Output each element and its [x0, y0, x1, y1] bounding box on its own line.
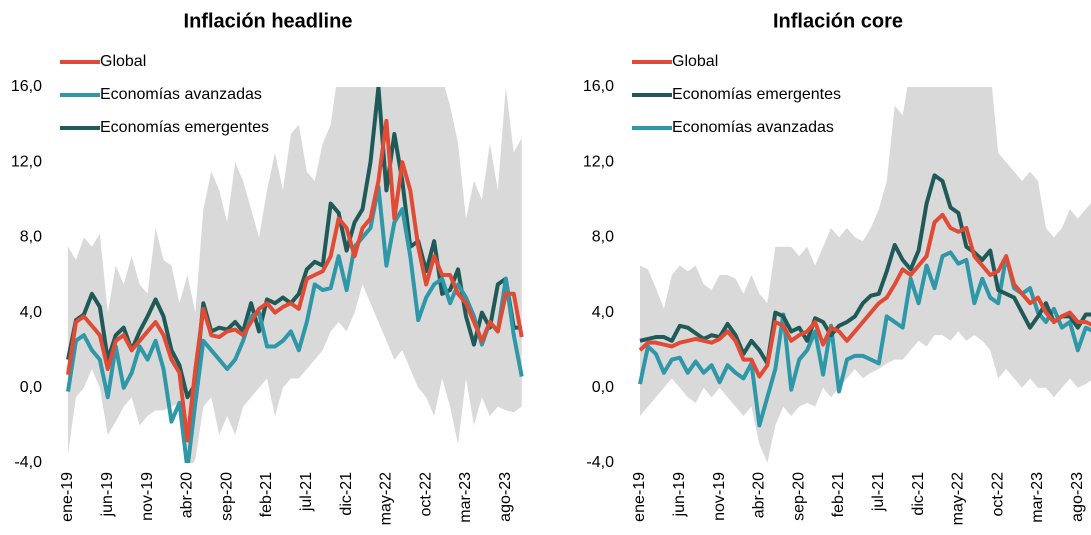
y-tick-label: 8,0	[592, 229, 614, 246]
y-tick-label: 8,0	[20, 229, 42, 246]
x-tick-label: ago-23	[1069, 472, 1086, 522]
y-tick-label: -4,0	[586, 454, 614, 471]
y-tick-label: 0,0	[20, 379, 42, 396]
x-tick-label: dic-21	[910, 472, 927, 516]
y-tick-label: 12,0	[583, 153, 614, 170]
x-tick-label: may-22	[378, 472, 395, 525]
legend-label: Economías emergentes	[100, 119, 269, 136]
series-line	[638, 212, 1091, 379]
x-tick-label: oct-22	[989, 472, 1006, 517]
y-tick-label: 4,0	[592, 304, 614, 321]
series-line	[66, 118, 524, 443]
legend-label: Economías avanzadas	[672, 119, 834, 136]
x-tick-label: nov-19	[711, 472, 728, 521]
y-tick-label: -4,0	[14, 454, 42, 471]
series-line	[66, 184, 524, 463]
x-tick-label: ene-19	[631, 472, 648, 522]
y-tick-label: 16,0	[583, 78, 614, 95]
plot-area	[66, 87, 524, 463]
x-tick-label: mar-23	[457, 472, 474, 523]
x-tick-label: feb-21	[830, 472, 847, 517]
x-tick-label: abr-20	[179, 472, 196, 518]
legend-label: Economías emergentes	[672, 86, 841, 103]
x-tick-label: feb-21	[258, 472, 275, 517]
y-tick-label: 4,0	[20, 304, 42, 321]
y-tick-label: 16,0	[11, 78, 42, 95]
legend-label: Global	[100, 53, 146, 70]
x-tick-label: oct-22	[417, 472, 434, 517]
x-tick-label: ene-19	[59, 472, 76, 522]
y-tick-label: 0,0	[592, 379, 614, 396]
x-tick-label: abr-20	[751, 472, 768, 518]
x-tick-label: jun-19	[99, 472, 116, 518]
x-tick-label: jul-21	[298, 472, 315, 512]
x-tick-label: sep-20	[218, 472, 235, 521]
x-tick-label: ago-23	[497, 472, 514, 522]
x-tick-label: sep-20	[790, 472, 807, 521]
legend-label: Economías avanzadas	[100, 86, 262, 103]
plot-area	[638, 87, 1091, 463]
chart-title: Inflación headline	[184, 10, 353, 32]
legend-label: Global	[672, 53, 718, 70]
x-tick-label: jul-21	[870, 472, 887, 512]
x-tick-label: may-22	[950, 472, 967, 525]
x-tick-label: jun-19	[671, 472, 688, 518]
series-line	[639, 173, 1091, 366]
x-tick-label: mar-23	[1029, 472, 1046, 523]
chart-title: Inflación core	[773, 10, 903, 32]
y-tick-label: 12,0	[11, 153, 42, 170]
x-tick-label: nov-19	[139, 472, 156, 521]
x-tick-label: dic-21	[338, 472, 355, 516]
